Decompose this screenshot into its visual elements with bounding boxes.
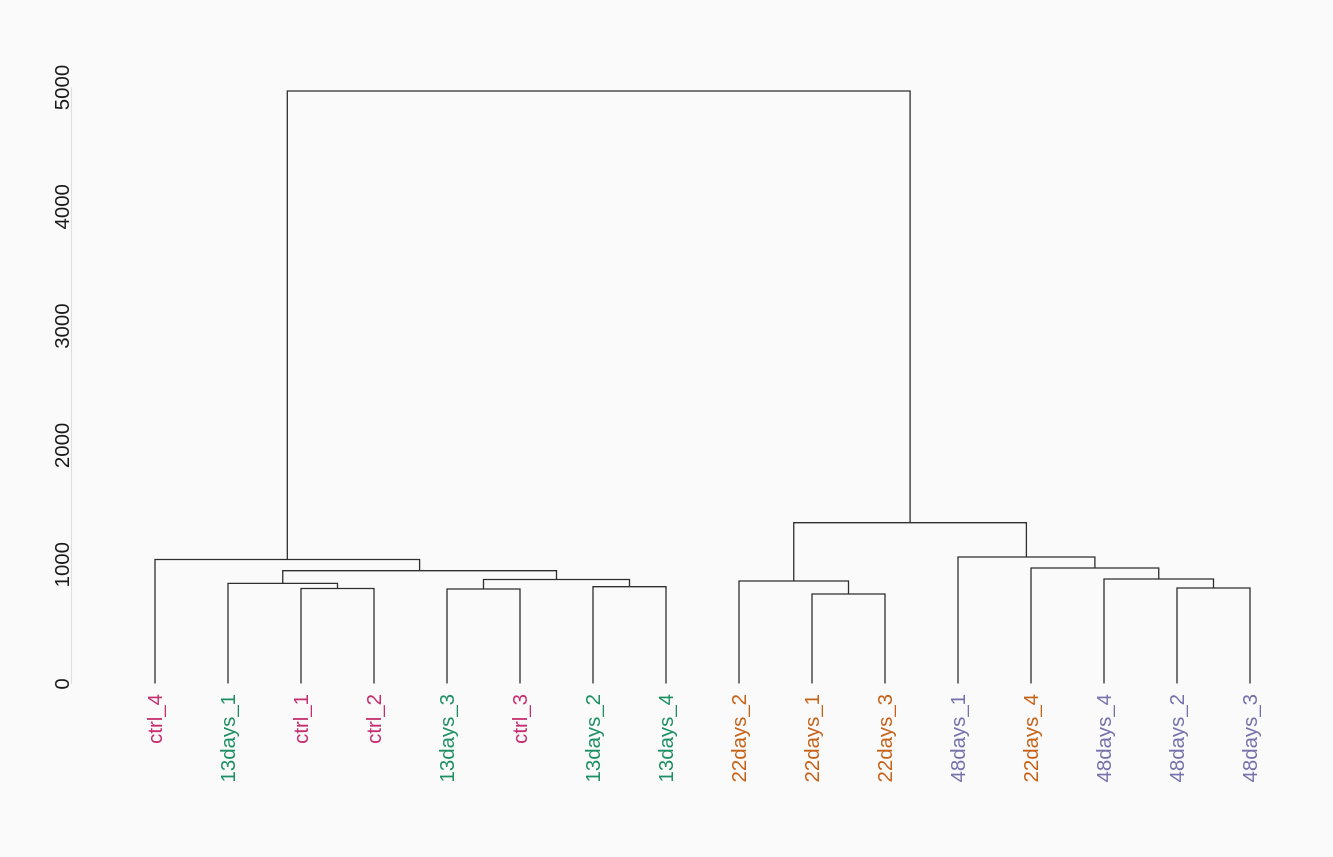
svg-text:4000: 4000 [52, 184, 74, 229]
svg-text:5000: 5000 [52, 65, 74, 110]
svg-text:48days_2: 48days_2 [1167, 694, 1189, 782]
svg-text:ctrl_1: ctrl_1 [291, 694, 313, 744]
svg-text:0: 0 [52, 678, 74, 689]
svg-text:13days_2: 13days_2 [583, 694, 605, 782]
svg-text:ctrl_4: ctrl_4 [145, 694, 167, 744]
svg-text:2000: 2000 [52, 423, 74, 468]
svg-text:22days_4: 22days_4 [1021, 694, 1043, 782]
svg-text:3000: 3000 [52, 303, 74, 348]
svg-text:ctrl_2: ctrl_2 [364, 694, 386, 744]
svg-text:22days_3: 22days_3 [875, 694, 897, 782]
svg-text:13days_3: 13days_3 [437, 694, 459, 782]
svg-text:22days_1: 22days_1 [802, 694, 824, 782]
svg-text:48days_3: 48days_3 [1240, 694, 1262, 782]
svg-text:22days_2: 22days_2 [729, 694, 751, 782]
svg-text:13days_1: 13days_1 [218, 694, 240, 782]
svg-text:48days_1: 48days_1 [948, 694, 970, 782]
svg-text:1000: 1000 [52, 542, 74, 587]
svg-text:ctrl_3: ctrl_3 [510, 694, 532, 744]
svg-text:48days_4: 48days_4 [1094, 694, 1116, 782]
svg-text:13days_4: 13days_4 [656, 694, 678, 782]
